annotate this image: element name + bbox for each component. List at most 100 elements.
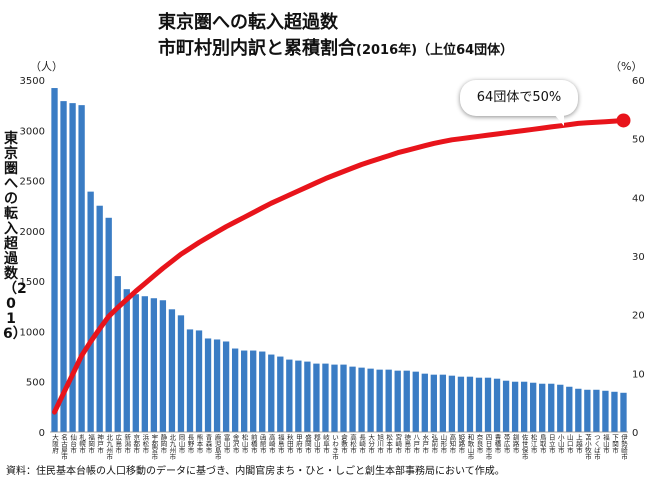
bar — [168, 309, 176, 432]
bar — [511, 381, 519, 432]
y2-tick-label: 40 — [632, 193, 645, 204]
x-tick-label: 宇都宮市 — [150, 433, 158, 462]
bar — [493, 378, 501, 432]
chart-title-line2: 市町村別内訳と累積割合(2016年)（上位64団体） — [158, 34, 513, 60]
bar — [78, 105, 85, 433]
bar — [186, 329, 194, 432]
bar — [295, 360, 302, 432]
bar — [548, 383, 555, 432]
x-tick-label: 徳島市 — [403, 433, 411, 455]
bar — [331, 364, 338, 432]
x-tick-label: 松山市 — [240, 433, 248, 455]
x-tick-label: 長崎市 — [358, 434, 366, 455]
y2-tick-label: 20 — [632, 311, 645, 322]
bar — [530, 382, 537, 432]
x-tick-label: 秋田市 — [285, 433, 293, 455]
x-tick-label: 上越市 — [574, 433, 582, 455]
x-tick-label: 北九州市 — [168, 434, 176, 462]
x-tick-label: 高崎市 — [267, 433, 275, 455]
y2-tick-label: 60 — [632, 76, 645, 87]
x-tick-label: 郡山市 — [312, 434, 320, 455]
left-axis-unit: （人） — [30, 60, 63, 73]
x-tick-label: 広島市 — [114, 433, 122, 455]
bar — [322, 363, 329, 432]
x-tick-label: 宮崎市 — [394, 433, 402, 455]
x-tick-label: 函館市 — [258, 433, 266, 455]
bar — [394, 370, 401, 432]
bar — [584, 389, 591, 432]
x-tick-label: 静岡市 — [159, 433, 167, 455]
y2-tick-label: 10 — [632, 369, 645, 380]
x-tick-label: 小山市 — [556, 433, 564, 455]
bar — [159, 300, 167, 432]
x-tick-label: 旭川市 — [376, 433, 384, 455]
bar — [457, 376, 465, 432]
x-tick-label: 新潟市 — [123, 433, 131, 455]
x-tick-label: いわき市 — [330, 434, 338, 461]
bar — [60, 101, 67, 433]
x-tick-label: 日立市 — [547, 434, 555, 455]
bar — [557, 384, 564, 432]
bar — [484, 377, 492, 432]
cumulative-line — [52, 118, 626, 415]
right-axis-unit: （%） — [610, 60, 643, 73]
bar — [304, 361, 311, 432]
bar — [448, 375, 456, 432]
bar — [349, 366, 356, 432]
x-tick-label: 四日市市 — [484, 434, 492, 462]
cumulative-end-marker — [616, 113, 631, 128]
y2-tick-label: 30 — [632, 252, 645, 263]
x-tick-label: 甲府市 — [294, 434, 302, 455]
bar — [96, 205, 103, 432]
x-tick-label: 青森市 — [204, 433, 212, 455]
x-tick-label: 金沢市 — [231, 433, 239, 455]
bar — [213, 339, 221, 432]
bar — [421, 373, 428, 432]
bar — [376, 369, 383, 432]
bar — [195, 330, 203, 432]
bar — [222, 341, 230, 432]
bar — [539, 383, 546, 432]
bar — [466, 376, 474, 432]
x-tick-label: 山口市 — [565, 433, 573, 455]
bar — [385, 369, 392, 432]
bar — [277, 356, 284, 432]
x-tick-label: 伊勢崎市 — [619, 433, 627, 462]
x-tick-label: 鹿児島市 — [213, 433, 221, 462]
bar — [150, 298, 158, 432]
x-tick-label: つくば市 — [592, 434, 600, 461]
x-tick-label: 下関市 — [610, 434, 618, 455]
bar — [358, 367, 365, 432]
x-tick-label: 奈良市 — [475, 433, 483, 455]
bar — [87, 191, 94, 432]
x-tick-label: 熊本市 — [195, 433, 203, 455]
x-tick-label: 札幌市 — [78, 433, 86, 455]
bar — [367, 368, 374, 432]
x-tick-label: 苫小牧市 — [583, 433, 591, 462]
bar — [114, 276, 121, 432]
x-tick-label: 名古屋市 — [60, 433, 68, 462]
bar — [286, 359, 293, 432]
bar — [620, 392, 627, 432]
x-tick-label: 福島市 — [276, 433, 284, 455]
chart-title-main: 市町村別内訳と累積割合 — [158, 38, 356, 59]
x-tick-label: 福山市 — [601, 433, 609, 455]
x-tick-label: 高松市 — [349, 433, 357, 455]
x-tick-label: 松江市 — [529, 433, 537, 455]
x-tick-label: 水戸市 — [421, 433, 429, 455]
x-tick-label: 帯広市 — [502, 433, 510, 455]
bar — [611, 391, 618, 432]
x-tick-label: 岐阜市 — [321, 433, 329, 455]
bar — [313, 363, 320, 432]
x-tick-label: 八戸市 — [412, 434, 420, 455]
bar — [412, 371, 419, 432]
bar — [439, 374, 447, 432]
bar — [141, 296, 148, 432]
y-tick-label: 0 — [39, 428, 45, 439]
x-tick-label: 高知市 — [448, 433, 456, 455]
y-tick-label: 3000 — [20, 126, 45, 137]
y-tick-label: 2500 — [20, 177, 45, 188]
bar — [566, 386, 573, 432]
bar — [340, 364, 347, 432]
source-note: 資料：住民基本台帳の人口移動のデータに基づき、内閣官房まち・ひと・しごと創生本部… — [6, 466, 505, 477]
